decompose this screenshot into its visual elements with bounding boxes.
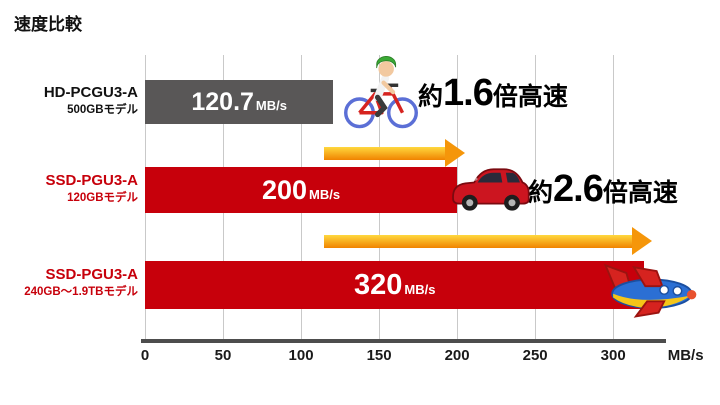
speedup-arrow-2 <box>324 227 653 255</box>
tick-label: 200 <box>444 347 470 364</box>
gridline <box>613 55 615 341</box>
x-axis-line <box>141 339 666 343</box>
bar-ssd-pgu3a-240: 320 MB/s <box>145 261 645 309</box>
bar-value-number: 120.7 <box>191 87 254 116</box>
tick-label: 0 <box>140 347 150 364</box>
bar-value: 320 MB/s <box>354 269 435 302</box>
arrow-head <box>444 139 465 167</box>
model-variant: 120GBモデル <box>67 191 138 204</box>
bar-value: 200 MB/s <box>262 175 340 206</box>
arrow-shaft <box>324 234 633 248</box>
bar-ssd-pgu3a-120: 200 MB/s <box>145 167 458 213</box>
speedup-annotation-1: 約 1.6 倍高速 <box>418 72 568 115</box>
x-axis-ticks: 0 50 100 150 200 250 300 MB/s <box>141 347 704 369</box>
tick-label: 50 <box>214 347 232 364</box>
speedup-annotation-2: 約 2.6 倍高速 <box>528 168 678 211</box>
speedup-arrow-1 <box>324 139 465 167</box>
annotation-multiplier: 2.6 <box>553 168 604 210</box>
row-label-ssd-pgu3a-120: SSD-PGU3-A 120GBモデル <box>0 172 138 205</box>
bar-value-unit: MB/s <box>404 281 436 297</box>
model-name: SSD-PGU3-A <box>45 266 138 283</box>
bar-value-number: 320 <box>353 268 403 301</box>
model-name: HD-PCGU3-A <box>43 84 138 101</box>
row-label-hd-pcgu3a: HD-PCGU3-A 500GBモデル <box>0 84 138 117</box>
bar-value-unit: MB/s <box>255 97 287 113</box>
annotation-suffix: 倍高速 <box>602 179 678 207</box>
row-label-ssd-pgu3a-240: SSD-PGU3-A 240GB〜1.9TBモデル <box>0 266 138 299</box>
model-variant: 500GBモデル <box>67 103 138 116</box>
annotation-multiplier: 1.6 <box>443 72 494 114</box>
gridline <box>535 55 537 341</box>
tick-label: 300 <box>600 347 626 364</box>
bar-value-unit: MB/s <box>309 186 341 202</box>
annotation-prefix: 約 <box>418 83 444 111</box>
tick-label: 150 <box>366 347 392 364</box>
tick-label: 100 <box>288 347 314 364</box>
plot-area: 120.7 MB/s 200 MB/s 320 MB/s <box>141 55 666 343</box>
model-name: SSD-PGU3-A <box>45 172 138 189</box>
bicycle-icon <box>338 52 424 134</box>
airplane-icon <box>598 253 702 325</box>
bar-value-number: 200 <box>261 174 308 205</box>
arrow-shaft <box>324 146 445 160</box>
bar-value: 120.7 MB/s <box>191 88 287 117</box>
car-icon <box>446 156 534 216</box>
annotation-prefix: 約 <box>528 179 554 207</box>
bar-hd-pcgu3a: 120.7 MB/s <box>145 80 334 124</box>
annotation-suffix: 倍高速 <box>492 83 568 111</box>
chart-title: 速度比較 <box>14 15 82 34</box>
tick-label: 250 <box>522 347 548 364</box>
axis-unit-label: MB/s <box>667 347 704 364</box>
arrow-head <box>632 227 653 255</box>
model-variant: 240GB〜1.9TBモデル <box>24 285 138 298</box>
